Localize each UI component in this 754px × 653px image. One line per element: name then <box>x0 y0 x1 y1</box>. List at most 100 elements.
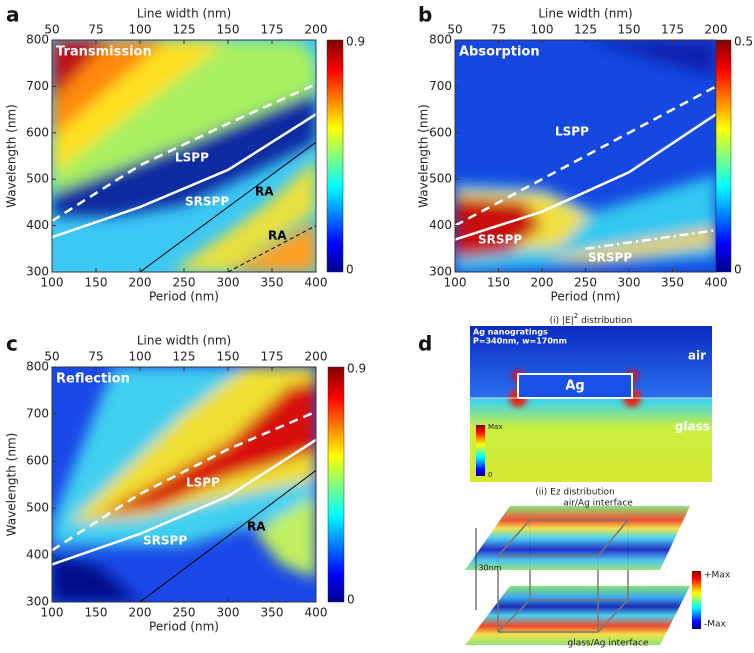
x-tick-label: 150 <box>487 276 510 290</box>
medium-label: air <box>688 349 706 363</box>
mode-curve <box>52 113 316 239</box>
colorbar-label: 0 <box>488 471 492 479</box>
x-tick-label: 250 <box>173 276 196 290</box>
x-tick-label: 350 <box>661 276 684 290</box>
colorbar-label: -Max <box>704 620 727 630</box>
heatmap-regions <box>52 40 316 272</box>
top-tick-label: 75 <box>88 23 103 37</box>
x-tick-label: 150 <box>85 276 108 290</box>
x-tick-label: 400 <box>305 276 328 290</box>
colorbar-label: 0 <box>734 263 742 277</box>
top-axis-title: Line width (nm) <box>137 7 231 21</box>
caption: (i) |E|2 distribution <box>550 312 633 326</box>
colorbar-label: 0.9 <box>346 35 365 49</box>
annotation: RA <box>247 520 266 534</box>
colorbar <box>715 39 732 273</box>
x-tick-label: 250 <box>173 606 196 620</box>
lower-sheet <box>465 586 690 645</box>
x-tick-label: 150 <box>85 606 108 620</box>
y-tick-label: 800 <box>26 33 49 47</box>
grating-label: Ag <box>565 379 584 394</box>
x-tick-label: 300 <box>618 276 641 290</box>
interface-label: glass/Ag interface <box>567 639 648 649</box>
y-tick-label: 700 <box>429 79 452 93</box>
colorbar-label: 0 <box>347 593 355 607</box>
mode-curve <box>139 469 316 602</box>
panel-label: a <box>6 3 20 27</box>
y-tick-label: 500 <box>26 501 49 515</box>
x-tick-label: 200 <box>129 276 152 290</box>
heatmap-region <box>585 40 716 78</box>
top-tick-label: 200 <box>305 350 328 364</box>
heatmap <box>455 40 716 272</box>
mode-curve <box>585 229 716 251</box>
top-tick-label: 125 <box>173 23 196 37</box>
x-tick-label: 400 <box>305 606 328 620</box>
annotation: RA <box>255 185 274 199</box>
interface-label: air/Ag interface <box>563 499 633 509</box>
field-map <box>470 326 712 482</box>
top-tick-label: 150 <box>618 23 641 37</box>
heatmap-region <box>455 196 542 259</box>
panel: 100 150 200 250 300 350 400 50 75 100 125 150 175 200… <box>5 3 366 304</box>
mode-curve <box>52 438 316 566</box>
panel-label: d <box>418 332 432 356</box>
top-tick-label: 50 <box>44 23 59 37</box>
heatmap <box>52 40 316 272</box>
top-tick-label: 100 <box>531 23 554 37</box>
panel-label: c <box>6 332 18 356</box>
y-tick-label: 400 <box>26 218 49 232</box>
x-axis-title: Period (nm) <box>149 290 219 304</box>
y-tick-label: 800 <box>429 33 452 47</box>
caption-sup: 2 <box>574 312 578 320</box>
colorbar-label: +Max <box>704 571 731 581</box>
heatmap-region <box>228 220 316 272</box>
heatmap-region <box>52 555 140 602</box>
caption: (ii) Ez distribution <box>535 488 614 498</box>
y-tick-label: 400 <box>26 548 49 562</box>
y-axis-title: Wavelength (nm) <box>5 433 19 537</box>
top-tick-label: 100 <box>129 350 152 364</box>
y-axis-title: Wavelength (nm) <box>417 104 431 208</box>
mode-curve <box>139 141 316 272</box>
panel: 100 150 200 250 300 350 400 50 75 100 125 150 175 200… <box>417 3 754 304</box>
panel-label: b <box>418 3 432 27</box>
heatmap-region <box>69 367 316 523</box>
structure-params: P=340nm, w=170nm <box>473 337 567 346</box>
top-tick-label: 125 <box>574 23 597 37</box>
heatmap-region <box>170 158 316 272</box>
colorbar-label: 0.5 <box>734 35 753 49</box>
y-tick-label: 600 <box>26 125 49 139</box>
y-tick-label: 500 <box>429 172 452 186</box>
box-top <box>496 519 630 557</box>
x-tick-label: 100 <box>41 276 64 290</box>
annotation: LSPP <box>175 151 209 165</box>
x-tick-label: 300 <box>217 606 240 620</box>
y-tick-label: 300 <box>26 265 49 279</box>
colorbar-label: 0.9 <box>347 362 366 376</box>
top-tick-label: 200 <box>705 23 728 37</box>
structure-title: Ag nanogratings <box>473 328 548 337</box>
y-tick-label: 600 <box>429 125 452 139</box>
annotation: RA <box>268 229 287 243</box>
heatmap <box>52 367 316 602</box>
mode-curve <box>455 85 716 227</box>
annotation: SRSPP <box>588 251 632 265</box>
ez-colorbar <box>692 571 701 629</box>
x-tick-label: 200 <box>531 276 554 290</box>
caption-part: distribution <box>578 316 632 326</box>
medium-label: glass <box>675 420 710 434</box>
heatmap-regions <box>52 367 316 602</box>
annotation: SRSPP <box>478 233 522 247</box>
top-tick-label: 175 <box>261 350 284 364</box>
y-tick-label: 700 <box>26 79 49 93</box>
top-tick-label: 150 <box>217 23 240 37</box>
annotation: LSPP <box>186 476 220 490</box>
top-tick-label: 150 <box>217 350 240 364</box>
top-tick-label: 125 <box>173 350 196 364</box>
top-tick-label: 100 <box>129 23 152 37</box>
y-tick-label: 300 <box>26 595 49 609</box>
panel: 100 150 200 250 300 350 400 50 75 100 125 150 175 200… <box>5 332 367 634</box>
x-tick-label: 250 <box>574 276 597 290</box>
